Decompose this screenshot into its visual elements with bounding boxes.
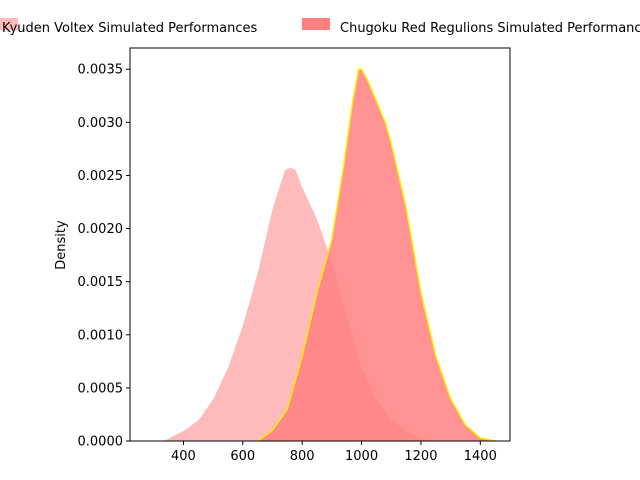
- legend-swatch-kyuden: [0, 18, 18, 30]
- legend-label-chugoku: Chugoku Red Regulions Simulated Performa…: [340, 21, 640, 36]
- x-tick-label: 400: [171, 449, 196, 464]
- y-tick-label: 0.0035: [78, 63, 124, 78]
- legend-swatch-chugoku: [302, 18, 330, 30]
- density-area-kyuden: [162, 167, 436, 441]
- plot-frame: [129, 47, 511, 442]
- y-tick-label: 0.0000: [78, 435, 124, 450]
- y-tick-label: 0.0005: [78, 381, 124, 396]
- y-tick-label: 0.0020: [78, 222, 124, 237]
- y-axis: 0.0000 0.0005 0.0010 0.0015 0.0020 0.0025 0.00…: [78, 63, 130, 450]
- y-tick-label: 0.0025: [78, 169, 124, 184]
- x-tick-label: 1400: [464, 449, 497, 464]
- legend-label-kyuden: Kyuden Voltex Simulated Performances: [2, 21, 257, 36]
- density-areas: [162, 68, 496, 442]
- x-tick-label: 800: [290, 449, 315, 464]
- y-tick-label: 0.0010: [78, 328, 124, 343]
- y-tick-label: 0.0015: [78, 275, 124, 290]
- y-axis-label: Density: [54, 220, 69, 270]
- x-tick-label: 1000: [345, 449, 378, 464]
- density-area-chugoku: [257, 69, 496, 441]
- x-axis: 400 600 800 1000 1200 1400: [171, 441, 497, 464]
- legend: Kyuden Voltex Simulated Performances Chu…: [0, 18, 640, 36]
- density-line-chugoku: [257, 68, 496, 442]
- x-tick-label: 600: [230, 449, 255, 464]
- y-tick-label: 0.0030: [78, 116, 124, 131]
- x-tick-label: 1200: [404, 449, 437, 464]
